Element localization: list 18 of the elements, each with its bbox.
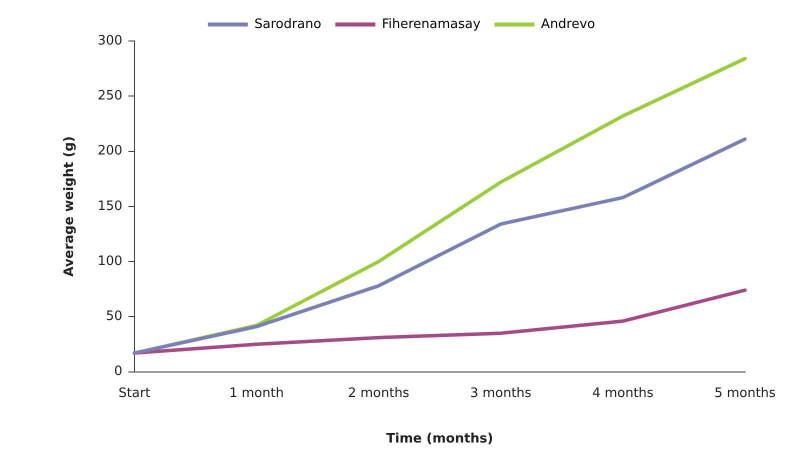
x-tick-label: Start	[118, 386, 150, 401]
y-tick-label: 100	[98, 254, 122, 269]
legend-label: Fiherenamasay	[382, 16, 481, 32]
legend-label: Sarodrano	[254, 16, 322, 32]
y-tick-label: 300	[98, 33, 122, 48]
x-tick-label: 3 months	[470, 386, 532, 401]
x-tick-label: 4 months	[592, 386, 654, 401]
x-tick-label: 2 months	[348, 386, 410, 401]
y-tick-label: 0	[114, 364, 122, 380]
y-tick-label: 200	[98, 144, 122, 159]
y-tick-label: 250	[98, 88, 122, 104]
x-tick-label: 1 month	[229, 386, 284, 401]
x-axis-title: Time (months)	[386, 432, 494, 447]
y-axis-title: Average weight (g)	[62, 136, 78, 277]
y-tick-label: 50	[106, 309, 122, 324]
y-tick-label: 150	[98, 198, 122, 214]
legend-label: Andrevo	[541, 16, 596, 32]
x-tick-label: 5 months	[714, 386, 776, 401]
